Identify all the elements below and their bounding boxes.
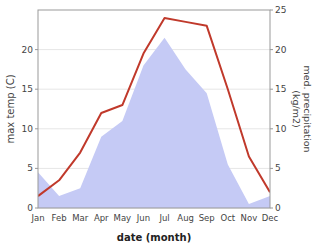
y2-tick — [270, 208, 273, 209]
y-tick — [35, 208, 38, 209]
chart: 0 5 10 15 20 0 5 10 15 20 25 Jan Feb Mar Apr May Jun Jul A… — [0, 0, 318, 250]
x-tick-label: Dec — [262, 213, 279, 223]
precipitation-area — [38, 38, 270, 208]
x-tick-label: May — [114, 213, 132, 223]
temperature-line — [38, 18, 270, 196]
x-axis-label: date (month) — [117, 232, 191, 243]
y-axis-label: max temp (C) — [5, 74, 16, 143]
x-tick-label: Aug — [177, 213, 194, 223]
y2-axis-label-line: med. precipitation — [302, 65, 313, 152]
y-tick-label: 20 — [22, 45, 34, 55]
y2-tick — [270, 89, 273, 90]
x-tick-label: Oct — [220, 213, 235, 223]
y2-tick-label: 25 — [275, 5, 286, 15]
y-tick — [35, 168, 38, 169]
y-tick — [35, 128, 38, 129]
y2-tick-label: 0 — [275, 203, 281, 213]
y2-axis-label-line: (kg/m2) — [291, 90, 302, 127]
x-tick-label: Apr — [94, 213, 109, 223]
y-tick-label: 10 — [22, 124, 34, 134]
y2-tick — [270, 10, 273, 11]
x-tick-label: Sep — [199, 213, 215, 223]
y2-tick-label: 5 — [275, 163, 281, 173]
y-tick-label: 5 — [27, 163, 33, 173]
x-tick-label: Mar — [72, 213, 89, 223]
y2-tick-label: 20 — [275, 45, 287, 55]
y2-axis-label: med. precipitation(kg/m2) — [291, 65, 313, 152]
grid-line — [38, 49, 270, 50]
x-tick-label: Jan — [30, 213, 44, 223]
plot-area — [38, 18, 270, 208]
y2-tick — [270, 49, 273, 50]
y2-tick — [270, 128, 273, 129]
y2-tick-label: 15 — [275, 84, 286, 94]
x-tick-label: Jul — [158, 213, 169, 223]
y2-tick-label: 10 — [275, 124, 287, 134]
plot-frame — [38, 10, 270, 208]
x-tick-label: Nov — [241, 213, 258, 223]
y-tick-label: 0 — [27, 203, 33, 213]
x-tick-label: Feb — [52, 213, 67, 223]
y2-tick — [270, 168, 273, 169]
x-tick-label: Jun — [136, 213, 150, 223]
y-tick — [35, 49, 38, 50]
y-tick — [35, 89, 38, 90]
y-tick-label: 15 — [22, 84, 33, 94]
